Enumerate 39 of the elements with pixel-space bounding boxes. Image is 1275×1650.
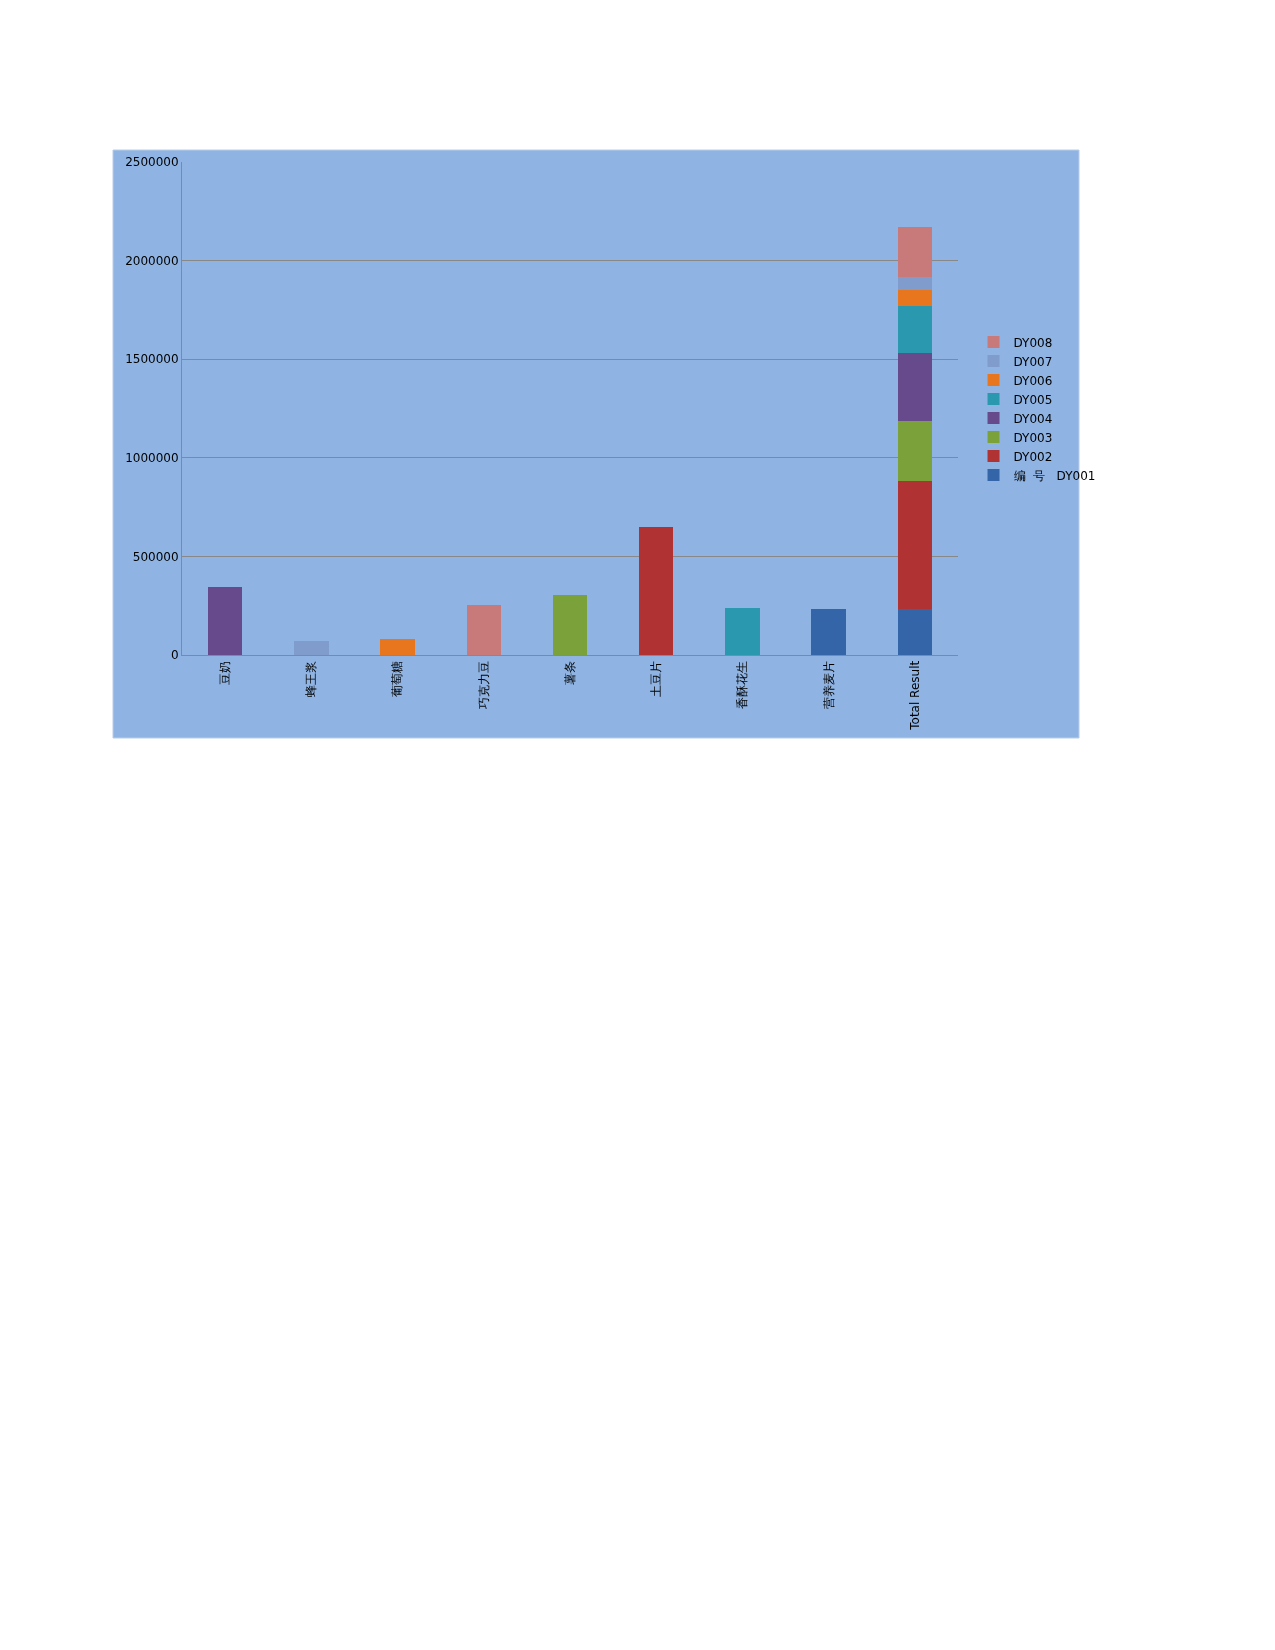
bar	[466, 605, 502, 655]
bar	[897, 609, 933, 655]
bar	[552, 595, 588, 655]
legend-label: DY004	[1013, 411, 1053, 426]
legend-label: DY007	[1013, 354, 1053, 369]
legend-label: DY003	[1013, 430, 1053, 445]
bar	[207, 586, 243, 655]
legend-label: DY002	[1013, 449, 1053, 464]
legend-label: DY006	[1013, 373, 1053, 388]
y-tick-label: 2500000	[125, 155, 179, 170]
x-tick-label: 营养麦片	[821, 660, 836, 709]
x-tick-label: 香酥花生	[735, 660, 750, 709]
y-tick-label: 1500000	[125, 352, 179, 367]
x-tick-label: 土豆片	[649, 660, 664, 697]
legend-label: DY005	[1013, 392, 1053, 407]
x-tick-label: 豆奶	[218, 660, 233, 685]
bar	[811, 609, 846, 655]
bar	[725, 608, 760, 655]
bar	[897, 306, 933, 354]
x-tick-label: 巧克力豆	[476, 660, 491, 709]
bar	[897, 290, 933, 307]
y-tick-label: 2000000	[125, 253, 179, 268]
bar	[638, 527, 674, 655]
legend-label: DY008	[1013, 335, 1053, 350]
bar	[897, 353, 933, 422]
x-tick-label: 薯条	[562, 660, 577, 685]
bar	[897, 276, 933, 291]
bar	[897, 481, 933, 610]
y-tick-label: 1000000	[125, 451, 179, 465]
x-tick-label: 蜂王浆	[304, 660, 319, 697]
bar	[380, 639, 415, 655]
bar	[294, 641, 329, 655]
legend-label: 编 号 DY001	[1013, 468, 1096, 483]
x-tick-label: Total Result	[907, 660, 922, 731]
x-tick-label: 葡萄糖	[390, 660, 405, 697]
bar	[897, 421, 933, 482]
bar	[897, 226, 933, 277]
y-tick-label: 0	[170, 648, 179, 663]
y-tick-label: 500000	[132, 549, 179, 564]
